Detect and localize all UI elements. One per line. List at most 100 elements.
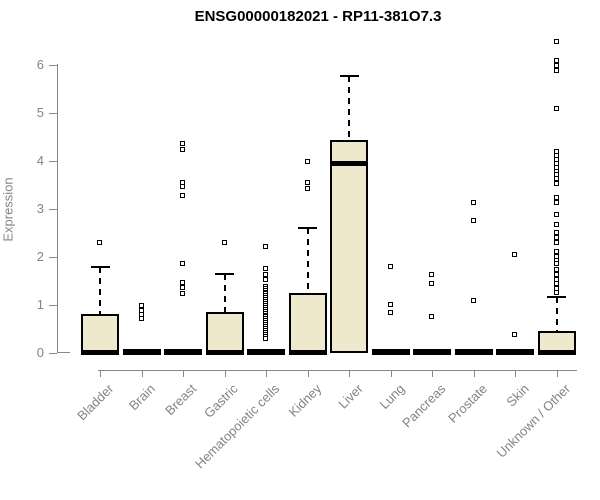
outlier-point-skin [512, 251, 517, 257]
box-bladder [81, 313, 119, 353]
x-tick [307, 370, 309, 377]
outlier-point-pancreas [429, 271, 434, 277]
x-category-label-bladder: Bladder [74, 381, 117, 424]
y-tick [49, 112, 57, 114]
outlier-point-lung [387, 302, 393, 307]
outlier-point-brain [138, 315, 144, 321]
outlier-point-unknown-other [553, 266, 559, 272]
zero-bar-pancreas [413, 349, 451, 356]
outlier-point-gastric [221, 240, 227, 246]
outlier-point-breast [180, 291, 185, 297]
whisker-unknown-other [555, 296, 558, 332]
outlier-point-breast [180, 184, 185, 190]
x-category-label-liver: Liver [335, 381, 366, 412]
outlier-point-prostate [470, 298, 476, 304]
y-tick-label: 6 [36, 57, 44, 72]
median-liver [330, 161, 368, 167]
whisker-cap-bladder [90, 265, 110, 268]
outlier-point-breast [180, 285, 185, 291]
y-axis-label: Expression [0, 177, 16, 242]
y-tick-label: 1 [36, 297, 44, 312]
x-tick [266, 370, 267, 377]
outlier-point-pancreas [429, 280, 434, 286]
outlier-point-bladder [97, 240, 102, 246]
x-category-label-pancreas: Pancreas [399, 381, 449, 431]
x-category-label-kidney: Kidney [285, 381, 325, 420]
outlier-point-unknown-other [553, 106, 559, 112]
median-unknown-other [537, 349, 576, 355]
whisker-gastric [223, 274, 226, 312]
median-bladder [81, 349, 119, 355]
y-tick [49, 160, 57, 162]
y-axis-foot-segment [57, 352, 70, 353]
y-tick-label: 5 [36, 105, 44, 120]
zero-bar-skin [496, 349, 534, 356]
outlier-point-unknown-other [553, 248, 559, 254]
outlier-point-hematopoietic-cells [263, 265, 268, 271]
x-tick [473, 370, 475, 377]
y-tick-label: 0 [36, 345, 44, 360]
x-category-label-brain: Brain [126, 381, 159, 414]
outlier-point-unknown-other [553, 199, 559, 205]
outlier-point-hematopoietic-cells [263, 335, 268, 341]
outlier-point-unknown-other [553, 181, 559, 187]
outlier-point-unknown-other [553, 221, 559, 227]
x-tick [183, 370, 184, 377]
box-kidney [288, 292, 327, 353]
outlier-point-unknown-other [553, 67, 559, 73]
outlier-point-kidney [304, 180, 310, 186]
x-tick [390, 370, 392, 377]
outlier-point-unknown-other [553, 211, 559, 217]
outlier-point-unknown-other [553, 230, 559, 235]
outlier-point-breast [180, 193, 185, 199]
x-category-label-gastric: Gastric [201, 381, 242, 421]
x-category-label-lung: Lung [376, 381, 408, 413]
box-liver [330, 139, 368, 353]
whisker-liver [348, 76, 350, 140]
outlier-point-hematopoietic-cells [263, 243, 268, 249]
outlier-point-unknown-other [553, 176, 559, 182]
outlier-point-unknown-other [553, 290, 559, 295]
outlier-point-unknown-other [553, 271, 559, 277]
y-tick [49, 352, 57, 354]
outlier-point-pancreas [429, 313, 434, 319]
chart-title: ENSG00000182021 - RP11-381O7.3 [194, 8, 442, 25]
whisker-cap-unknown-other [547, 295, 566, 298]
outlier-point-prostate [470, 217, 476, 223]
whisker-bladder [99, 266, 101, 314]
outlier-point-lung [387, 309, 393, 315]
x-category-label-skin: Skin [503, 381, 532, 410]
outlier-point-breast [180, 147, 185, 153]
whisker-cap-gastric [215, 273, 234, 276]
outlier-point-unknown-other [553, 58, 559, 64]
x-tick [349, 370, 350, 377]
y-tick-label: 2 [36, 249, 44, 264]
outlier-point-unknown-other [553, 234, 559, 240]
whisker-cap-liver [339, 75, 359, 78]
zero-bar-lung [371, 349, 410, 356]
zero-bar-brain [122, 349, 161, 356]
outlier-point-hematopoietic-cells [263, 271, 268, 277]
outlier-point-unknown-other [553, 281, 559, 287]
whisker-cap-kidney [298, 227, 317, 230]
x-tick [432, 370, 433, 377]
y-tick [49, 256, 57, 258]
outlier-point-kidney [304, 159, 310, 165]
x-tick [100, 370, 101, 377]
outlier-point-prostate [470, 199, 476, 205]
zero-bar-prostate [454, 349, 493, 356]
y-axis-line [57, 64, 58, 353]
y-tick [49, 304, 57, 306]
x-category-label-prostate: Prostate [445, 381, 491, 426]
x-tick [556, 370, 558, 377]
y-tick [49, 64, 57, 66]
whisker-kidney [306, 228, 309, 293]
median-kidney [288, 349, 327, 355]
box-gastric [205, 311, 244, 353]
outlier-point-hematopoietic-cells [263, 276, 268, 282]
median-gastric [205, 349, 244, 355]
y-tick [49, 208, 57, 210]
outlier-point-unknown-other [553, 39, 559, 45]
outlier-point-kidney [304, 185, 310, 191]
